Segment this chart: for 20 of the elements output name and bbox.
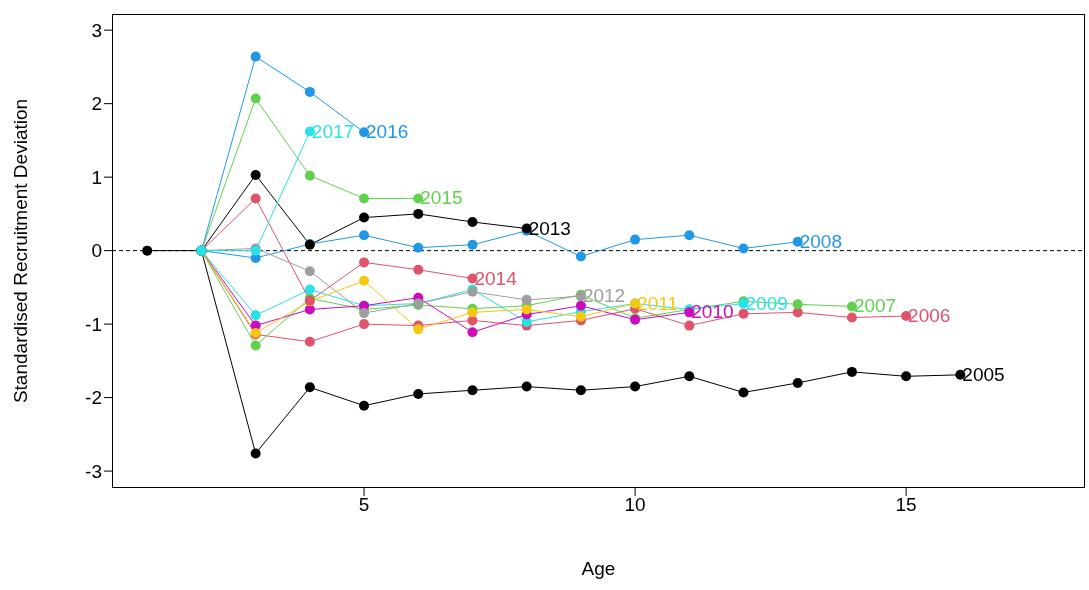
y-tick-label: -2 — [85, 387, 102, 409]
series-label: 2007 — [853, 295, 897, 317]
y-tick-label: -1 — [85, 313, 102, 335]
series-label: 2005 — [962, 363, 1005, 385]
x-tick-label: 5 — [358, 494, 370, 516]
series-label: 2015 — [420, 187, 463, 209]
series-label: 2016 — [366, 121, 409, 143]
x-axis-title: Age — [581, 558, 616, 579]
series-label: 2014 — [474, 267, 518, 289]
series-label: 2006 — [908, 305, 951, 327]
x-tick-label: 10 — [624, 494, 646, 516]
y-axis-title: Standardised Recruitment Deviation — [9, 98, 31, 404]
y-tick-label: -3 — [85, 460, 102, 482]
series-label: 2017 — [311, 120, 355, 142]
y-tick-label: 2 — [91, 93, 102, 115]
y-tick-label: 1 — [91, 166, 102, 188]
y-tick-label: 0 — [91, 240, 102, 262]
y-tick-label: 3 — [91, 19, 102, 41]
series-label: 2008 — [799, 230, 842, 252]
x-tick-label: 15 — [895, 494, 917, 516]
